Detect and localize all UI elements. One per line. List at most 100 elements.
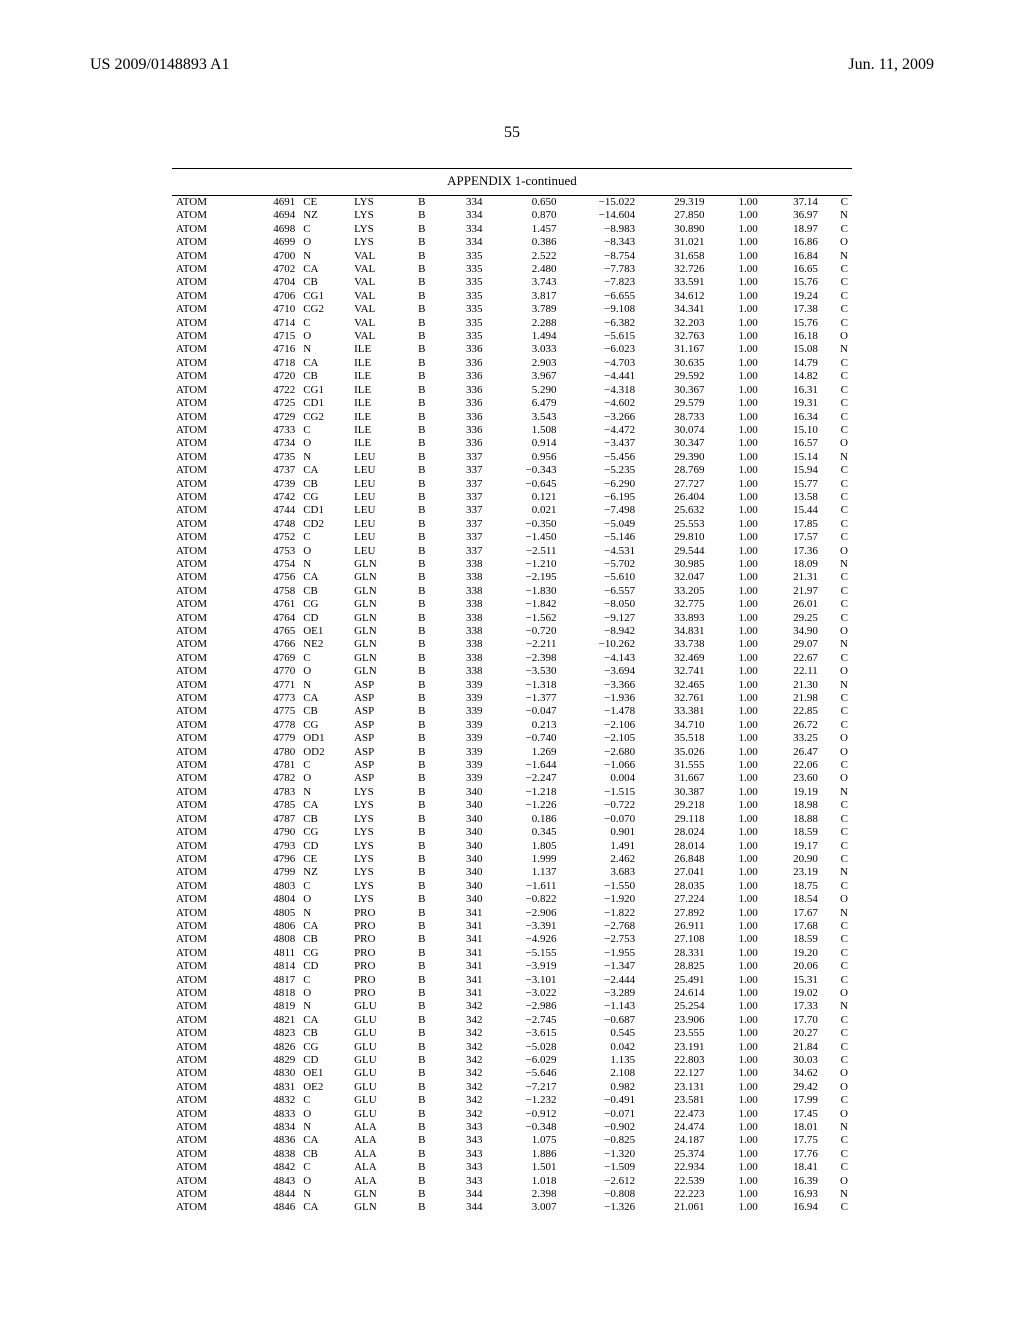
table-cell: 4833 xyxy=(244,1108,300,1121)
table-cell: 3.743 xyxy=(487,276,561,289)
table-row: ATOM4758CBGLNB338−1.830−6.55733.2051.002… xyxy=(172,585,852,598)
table-cell: C xyxy=(822,491,852,504)
table-cell: 30.347 xyxy=(639,437,708,450)
table-cell: B xyxy=(406,598,438,611)
table-cell: CA xyxy=(299,692,350,705)
table-cell: 336 xyxy=(438,437,487,450)
table-cell: 335 xyxy=(438,276,487,289)
table-cell: CB xyxy=(299,813,350,826)
table-row: ATOM4833OGLUB342−0.912−0.07122.4731.0017… xyxy=(172,1108,852,1121)
table-cell: 6.479 xyxy=(487,397,561,410)
table-cell: B xyxy=(406,330,438,343)
table-cell: 336 xyxy=(438,343,487,356)
table-cell: ASP xyxy=(350,759,406,772)
table-cell: 26.848 xyxy=(639,853,708,866)
table-cell: O xyxy=(822,625,852,638)
table-cell: −0.047 xyxy=(487,705,561,718)
table-cell: O xyxy=(822,236,852,249)
table-cell: 16.31 xyxy=(762,384,822,397)
table-cell: CA xyxy=(299,1014,350,1027)
table-cell: 1.00 xyxy=(709,612,762,625)
table-cell: 1.00 xyxy=(709,947,762,960)
table-cell: 343 xyxy=(438,1161,487,1174)
table-cell: B xyxy=(406,558,438,571)
table-cell: −3.437 xyxy=(561,437,640,450)
table-cell: CA xyxy=(299,1134,350,1147)
table-cell: 336 xyxy=(438,397,487,410)
table-cell: 4821 xyxy=(244,1014,300,1027)
table-row: ATOM4823CBGLUB342−3.6150.54523.5551.0020… xyxy=(172,1027,852,1040)
table-cell: 339 xyxy=(438,719,487,732)
table-cell: 33.591 xyxy=(639,276,708,289)
table-cell: CG xyxy=(299,491,350,504)
table-cell: 14.79 xyxy=(762,357,822,370)
table-cell: 25.374 xyxy=(639,1148,708,1161)
table-cell: B xyxy=(406,826,438,839)
table-cell: LEU xyxy=(350,464,406,477)
table-cell: −2.745 xyxy=(487,1014,561,1027)
table-cell: B xyxy=(406,437,438,450)
table-cell: C xyxy=(822,799,852,812)
table-cell: 27.108 xyxy=(639,933,708,946)
table-cell: ATOM xyxy=(172,880,244,893)
table-cell: 29.218 xyxy=(639,799,708,812)
table-cell: 1.00 xyxy=(709,290,762,303)
table-cell: ATOM xyxy=(172,1148,244,1161)
table-cell: 29.07 xyxy=(762,638,822,651)
table-row: ATOM4735NLEUB3370.956−5.45629.3901.0015.… xyxy=(172,451,852,464)
table-cell: 0.004 xyxy=(561,772,640,785)
table-cell: B xyxy=(406,478,438,491)
table-cell: O xyxy=(299,1175,350,1188)
table-cell: 335 xyxy=(438,250,487,263)
table-cell: 342 xyxy=(438,1081,487,1094)
table-cell: 1.00 xyxy=(709,491,762,504)
table-cell: PRO xyxy=(350,960,406,973)
table-cell: B xyxy=(406,1094,438,1107)
table-cell: C xyxy=(299,223,350,236)
table-cell: ATOM xyxy=(172,330,244,343)
table-row: ATOM4770OGLNB338−3.530−3.69432.7411.0022… xyxy=(172,665,852,678)
table-cell: 32.465 xyxy=(639,679,708,692)
table-cell: ATOM xyxy=(172,840,244,853)
table-cell: CB xyxy=(299,1027,350,1040)
table-cell: −1.936 xyxy=(561,692,640,705)
table-cell: B xyxy=(406,397,438,410)
table-cell: 340 xyxy=(438,866,487,879)
table-cell: 3.007 xyxy=(487,1201,561,1214)
table-cell: O xyxy=(822,437,852,450)
table-cell: C xyxy=(299,424,350,437)
table-cell: −5.610 xyxy=(561,571,640,584)
table-cell: 23.19 xyxy=(762,866,822,879)
table-cell: ATOM xyxy=(172,464,244,477)
table-cell: 16.93 xyxy=(762,1188,822,1201)
table-row: ATOM4829CDGLUB342−6.0291.13522.8031.0030… xyxy=(172,1054,852,1067)
table-cell: 0.545 xyxy=(561,1027,640,1040)
table-cell: 4744 xyxy=(244,504,300,517)
table-cell: O xyxy=(299,772,350,785)
table-cell: 339 xyxy=(438,705,487,718)
table-cell: 1.018 xyxy=(487,1175,561,1188)
table-cell: 337 xyxy=(438,531,487,544)
table-cell: 1.457 xyxy=(487,223,561,236)
table-cell: B xyxy=(406,317,438,330)
table-cell: 1.00 xyxy=(709,732,762,745)
table-cell: ATOM xyxy=(172,531,244,544)
table-cell: 33.205 xyxy=(639,585,708,598)
table-cell: 1.00 xyxy=(709,920,762,933)
table-cell: 17.38 xyxy=(762,303,822,316)
table-cell: 22.11 xyxy=(762,665,822,678)
table-row: ATOM4846CAGLNB3443.007−1.32621.0611.0016… xyxy=(172,1201,852,1214)
table-cell: 1.00 xyxy=(709,786,762,799)
table-cell: −4.318 xyxy=(561,384,640,397)
table-cell: 32.761 xyxy=(639,692,708,705)
table-cell: ATOM xyxy=(172,1027,244,1040)
table-cell: ATOM xyxy=(172,209,244,222)
table-cell: 28.331 xyxy=(639,947,708,960)
table-cell: CD2 xyxy=(299,518,350,531)
table-cell: NZ xyxy=(299,866,350,879)
table-cell: GLN xyxy=(350,585,406,598)
table-cell: 4752 xyxy=(244,531,300,544)
table-row: ATOM4753OLEUB337−2.511−4.53129.5441.0017… xyxy=(172,545,852,558)
table-cell: B xyxy=(406,424,438,437)
table-row: ATOM4754NGLNB338−1.210−5.70230.9851.0018… xyxy=(172,558,852,571)
